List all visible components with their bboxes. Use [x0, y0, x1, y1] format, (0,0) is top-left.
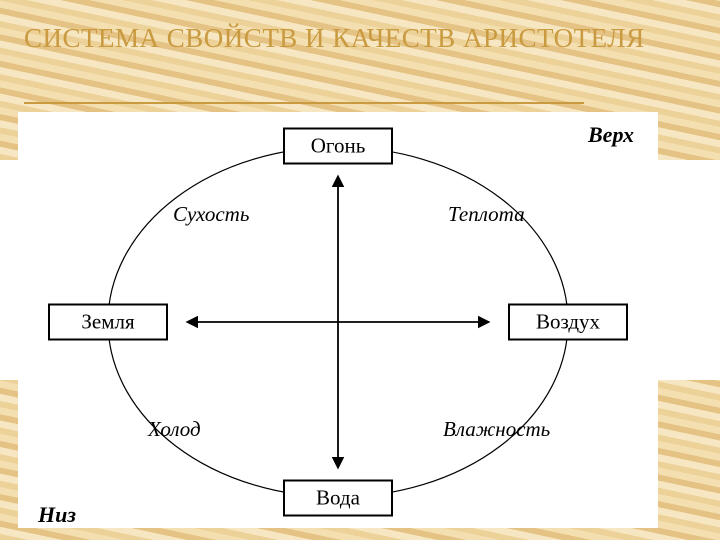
- element-air: Воздух: [508, 304, 628, 341]
- corner-bottom: Низ: [38, 502, 76, 528]
- quality-dryness: Сухость: [173, 202, 249, 227]
- diagram-ellipse: [108, 147, 568, 497]
- quality-humidity: Влажность: [443, 417, 550, 442]
- slide-title: СИСТЕМА СВОЙСТВ И КАЧЕСТВ АРИСТОТЕЛЯ: [24, 22, 696, 54]
- title-underline: [24, 102, 584, 104]
- element-earth: Земля: [48, 304, 168, 341]
- slide: СИСТЕМА СВОЙСТВ И КАЧЕСТВ АРИСТОТЕЛЯ Ого…: [0, 0, 720, 540]
- element-fire: Огонь: [283, 128, 393, 165]
- quality-cold: Холод: [148, 417, 201, 442]
- corner-top: Верх: [588, 122, 634, 148]
- element-water: Вода: [283, 480, 393, 517]
- diagram-panel: Огонь Воздух Вода Земля Сухость Теплота …: [18, 112, 658, 528]
- quality-warmth: Теплота: [448, 202, 525, 227]
